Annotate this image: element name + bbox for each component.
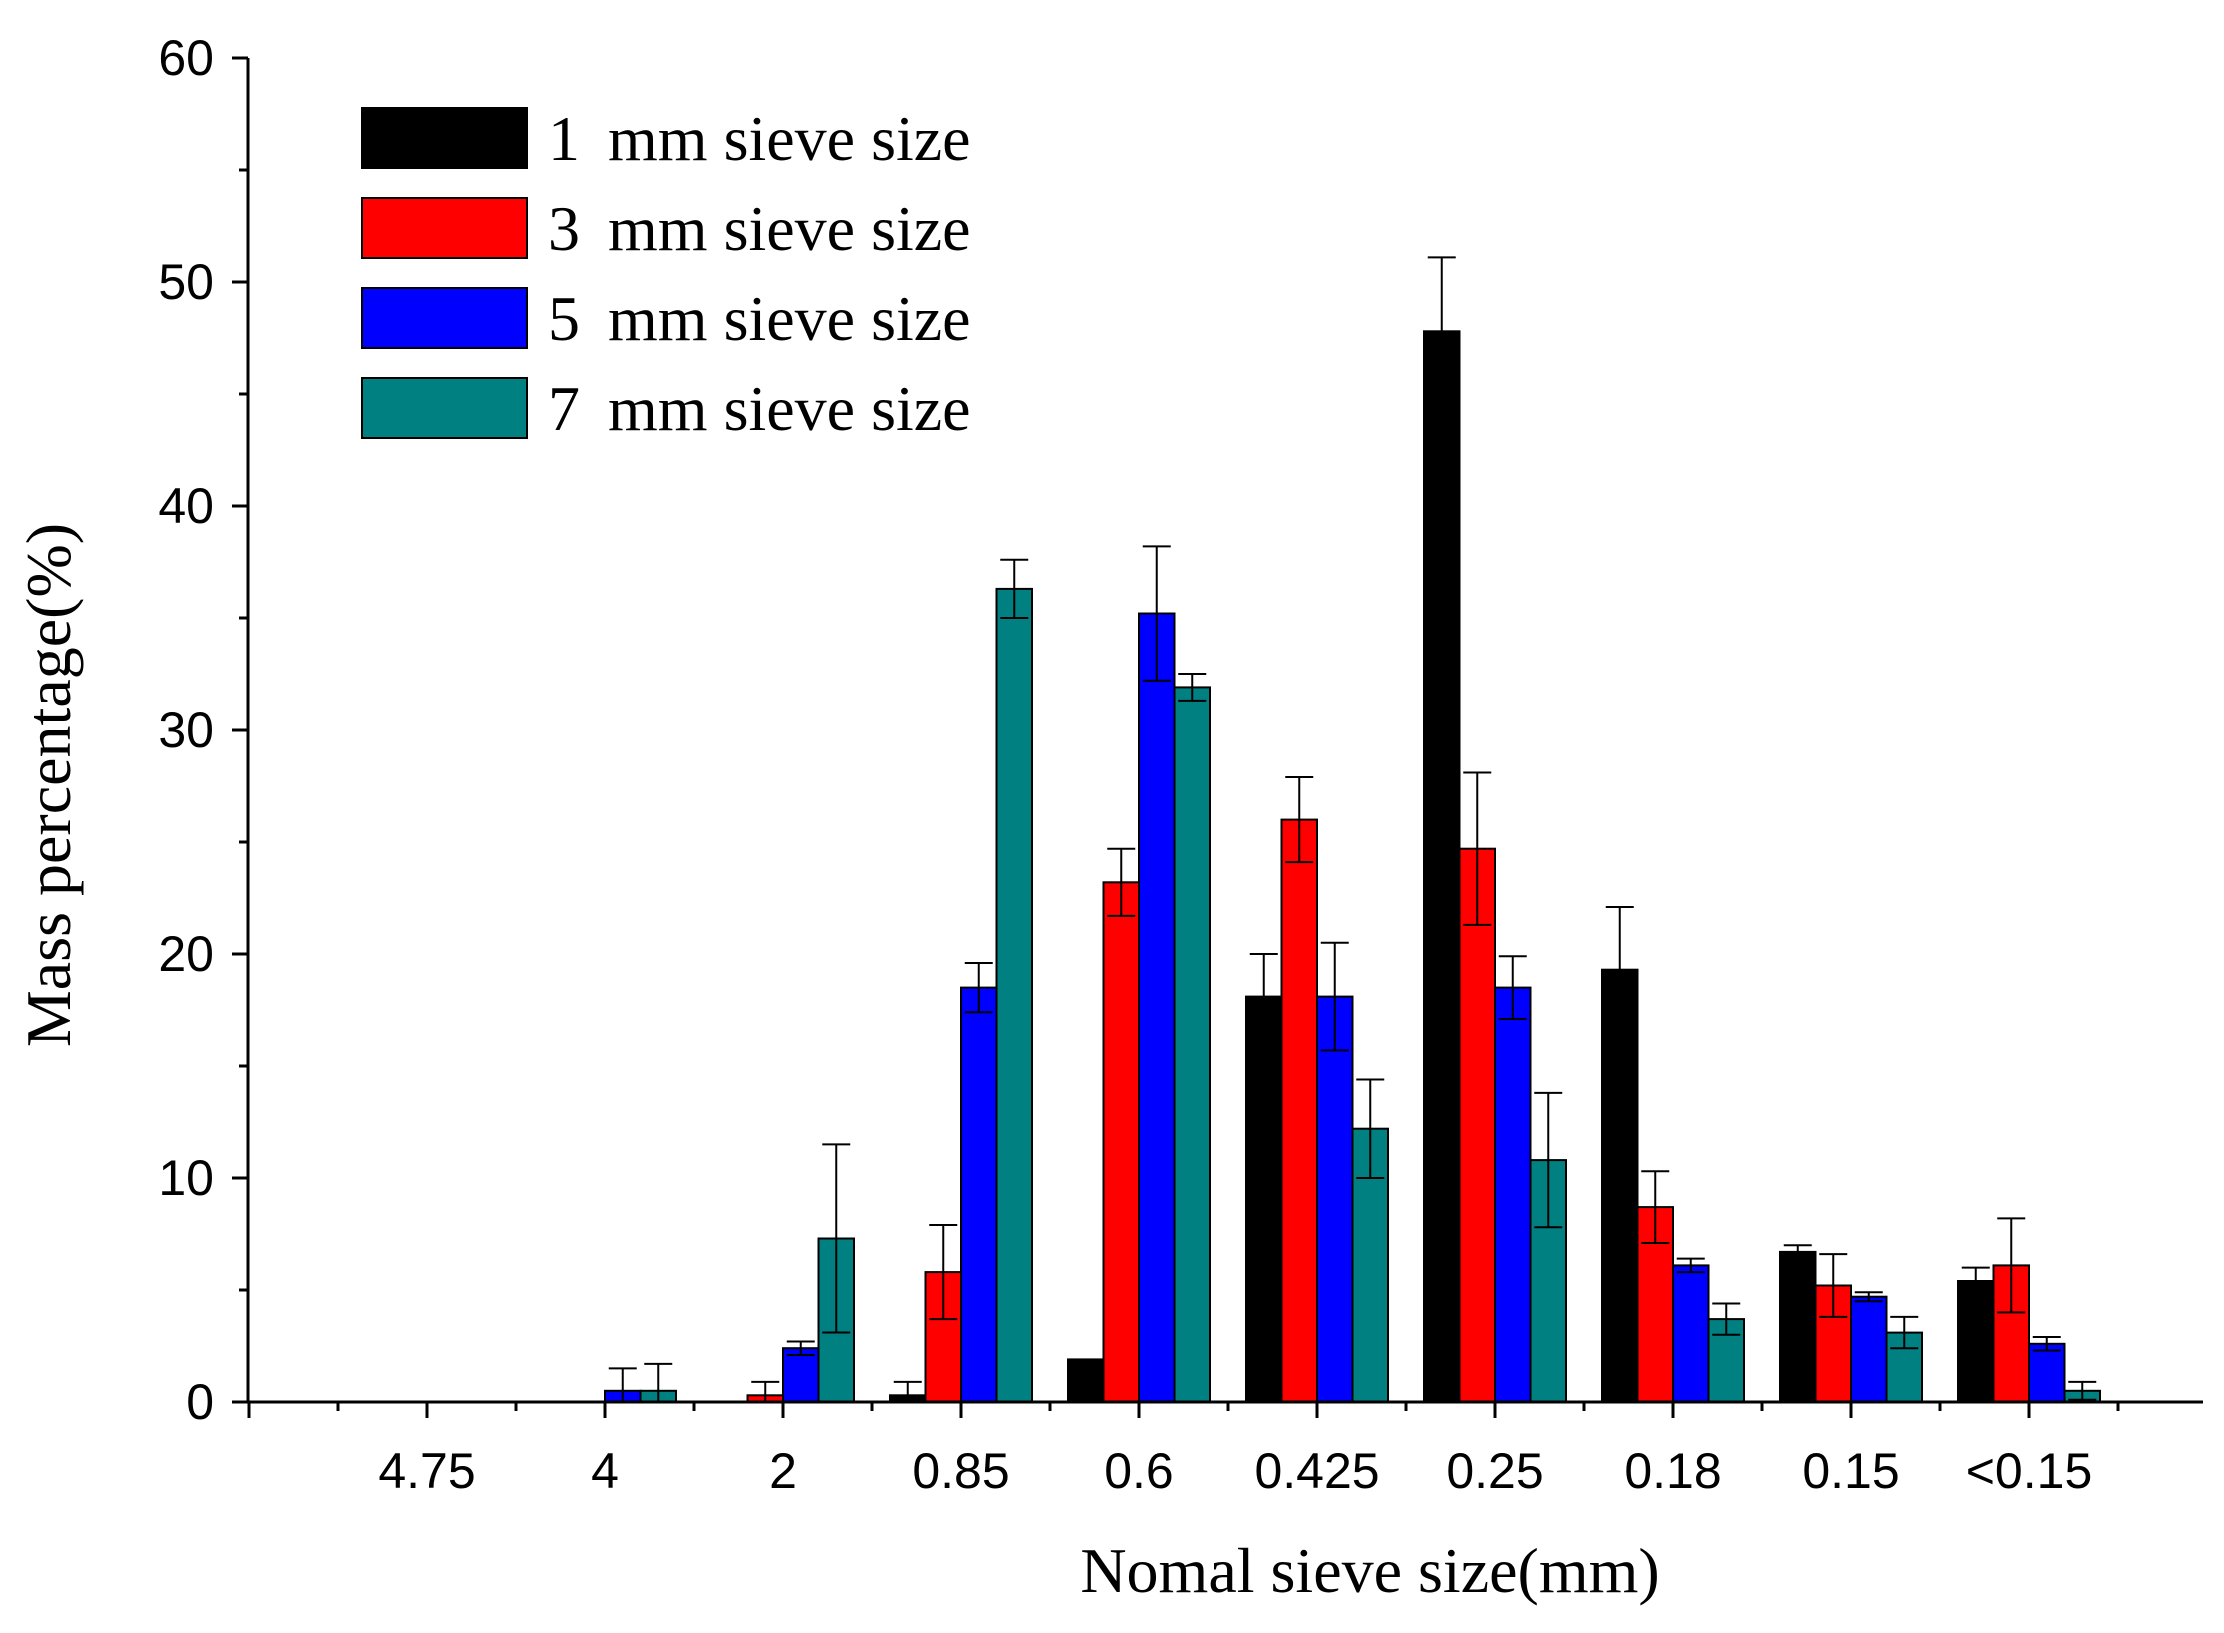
bar-s3-3 <box>960 986 998 1403</box>
bar-s3-9 <box>2028 1342 2066 1404</box>
legend-label-s1: mm sieve size <box>608 103 971 174</box>
bar-s3-4 <box>1138 612 1176 1403</box>
bar-s4-6 <box>1529 1159 1567 1403</box>
x-tick-label: 4.75 <box>378 1443 475 1499</box>
y-tick-label: 60 <box>158 30 214 86</box>
axes: 0 10 20 30 40 50 60 4.75 4 2 0.85 0.6 0.425 0.25 0.18 0… <box>158 30 2203 1499</box>
x-tick-label: 0.85 <box>912 1443 1009 1499</box>
x-tick-label: 0.25 <box>1446 1443 1543 1499</box>
legend-label-s3: mm sieve size <box>608 283 971 354</box>
bar-s2-6 <box>1458 847 1496 1403</box>
bar-s4-4 <box>1173 686 1211 1403</box>
y-tick-label: 30 <box>158 702 214 758</box>
legend-swatch-s1 <box>361 107 528 169</box>
bar-s1-9 <box>1957 1280 1995 1403</box>
legend-number-s3: 5 <box>548 283 580 354</box>
bar-s2-4 <box>1102 881 1140 1403</box>
y-tick-label: 40 <box>158 478 214 534</box>
legend-swatch-s3 <box>361 287 528 349</box>
x-axis-title: Nomal sieve size(mm) <box>1080 1535 1659 1606</box>
legend-swatch-s4 <box>361 377 528 439</box>
legend-number-s4: 7 <box>548 373 580 444</box>
bar-s1-4 <box>1067 1358 1105 1404</box>
legend-number-s1: 1 <box>548 103 580 174</box>
legend-label-s4: mm sieve size <box>608 373 971 444</box>
y-tick-label: 50 <box>158 254 214 310</box>
y-tick-label: 10 <box>158 1150 214 1206</box>
bar-s3-8 <box>1850 1295 1888 1403</box>
legend: 1 mm sieve size 3 mm sieve size 5 mm sieve si… <box>361 103 971 444</box>
bar-s4-3 <box>995 587 1033 1403</box>
bar-s1-7 <box>1601 968 1639 1403</box>
bar-s1-8 <box>1779 1250 1817 1404</box>
x-tick-label: <0.15 <box>1966 1443 2093 1499</box>
bar-s3-2 <box>782 1347 820 1403</box>
bar-s3-5 <box>1316 995 1354 1403</box>
x-tick-label: 0.425 <box>1254 1443 1379 1499</box>
y-tick-label: 20 <box>158 926 214 982</box>
bar-s1-5 <box>1245 995 1283 1403</box>
x-tick-label: 0.18 <box>1624 1443 1721 1499</box>
plot-area <box>604 256 2101 1404</box>
bar-s2-5 <box>1280 818 1318 1403</box>
x-tick-label: 0.15 <box>1802 1443 1899 1499</box>
x-tick-label: 4 <box>591 1443 619 1499</box>
legend-swatch-s2 <box>361 197 528 259</box>
legend-number-s2: 3 <box>548 193 580 264</box>
bar-s3-6 <box>1494 986 1532 1403</box>
y-tick-label: 0 <box>186 1374 214 1430</box>
bar-s1-6 <box>1423 330 1461 1403</box>
legend-label-s2: mm sieve size <box>608 193 971 264</box>
y-axis-title: Mass percentage(%) <box>13 523 84 1047</box>
x-tick-label: 0.6 <box>1104 1443 1174 1499</box>
x-tick-label: 2 <box>769 1443 797 1499</box>
bar-s3-7 <box>1672 1264 1710 1404</box>
